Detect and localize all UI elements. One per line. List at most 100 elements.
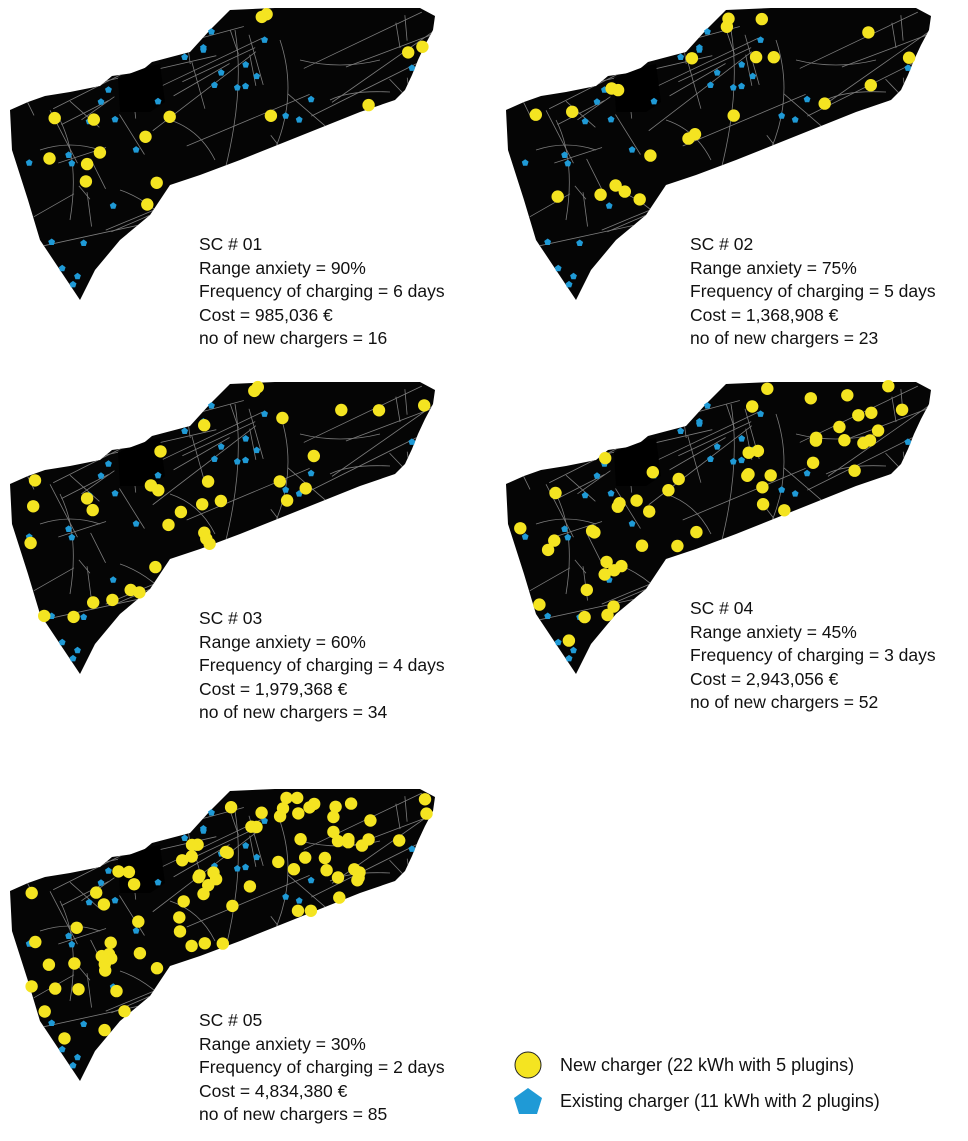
new-charger-marker — [105, 952, 118, 965]
road — [537, 597, 639, 621]
road — [799, 11, 918, 69]
road — [39, 518, 101, 525]
existing-charger-marker — [707, 81, 714, 88]
road — [244, 547, 339, 608]
road — [331, 385, 435, 477]
new-charger-marker — [418, 399, 431, 412]
existing-charger-marker — [25, 159, 33, 166]
existing-charger-marker — [74, 272, 81, 280]
road — [33, 193, 75, 218]
new-charger-marker — [273, 810, 287, 823]
existing-charger-marker — [307, 469, 315, 477]
existing-charger-marker — [132, 927, 140, 934]
existing-charger-marker — [696, 420, 703, 427]
road — [39, 925, 101, 932]
new-charger-marker — [255, 806, 268, 819]
new-charger-marker — [746, 400, 759, 413]
road — [753, 167, 842, 211]
new-charger-marker — [122, 865, 136, 879]
new-charger-marker — [344, 797, 358, 810]
road — [891, 396, 897, 423]
new-charger-marker — [852, 409, 865, 422]
road — [25, 391, 61, 428]
new-charger-marker — [548, 534, 561, 547]
existing-charger-marker — [69, 1061, 77, 1069]
new-charger-icon — [514, 1051, 542, 1079]
road — [841, 22, 931, 68]
road — [287, 93, 327, 127]
road — [303, 11, 422, 69]
existing-charger-marker — [749, 72, 757, 80]
road — [127, 1016, 142, 1075]
road — [350, 494, 385, 530]
existing-charger-marker — [628, 146, 636, 153]
road — [669, 63, 726, 97]
new-charger-marker — [742, 446, 755, 459]
road — [873, 159, 904, 205]
new-charger-marker — [778, 504, 791, 517]
road — [395, 22, 401, 49]
new-charger-marker — [287, 863, 301, 876]
new-charger-marker — [393, 834, 406, 847]
road — [687, 61, 702, 109]
existing-charger-marker — [704, 28, 711, 35]
road — [783, 467, 823, 501]
legend-new-charger-label: New charger (22 kWh with 5 plugins) — [560, 1054, 855, 1075]
new-charger-marker — [416, 40, 429, 53]
new-charger-marker — [643, 505, 656, 518]
existing-charger-marker — [253, 446, 261, 454]
new-charger-marker — [202, 879, 215, 892]
existing-charger-marker — [97, 879, 105, 886]
new-charger-marker — [756, 481, 769, 494]
road — [377, 159, 408, 205]
road — [873, 533, 904, 579]
road — [682, 468, 806, 521]
road — [395, 396, 401, 423]
road — [404, 389, 408, 415]
new-charger-marker — [841, 389, 854, 402]
existing-charger-marker — [69, 280, 77, 288]
new-charger-marker — [865, 406, 878, 419]
scenario-panel-1: SC # 01 Range anxiety = 90% Frequency of… — [0, 0, 470, 360]
road — [148, 818, 263, 874]
road — [220, 582, 241, 610]
new-charger-marker — [224, 801, 238, 814]
new-charger-marker — [29, 935, 42, 949]
new-charger-marker — [58, 1032, 71, 1045]
new-charger-marker — [862, 26, 875, 39]
road — [395, 803, 401, 830]
scenario-id: SC # 04 — [690, 598, 754, 618]
road — [644, 37, 759, 93]
new-charger-marker — [280, 494, 294, 507]
road — [582, 192, 588, 227]
district-map-1 — [10, 8, 435, 300]
road — [69, 881, 100, 909]
road — [186, 875, 310, 928]
existing-charger-marker — [904, 64, 912, 71]
road — [25, 798, 61, 835]
new-charger-marker — [690, 525, 703, 539]
scenario-caption-4: SC # 04 Range anxiety = 45% Frequency of… — [690, 597, 936, 715]
existing-charger-marker — [58, 638, 66, 646]
existing-charger-marker — [217, 69, 225, 76]
road — [554, 521, 603, 538]
road — [535, 518, 597, 525]
existing-charger-marker — [778, 112, 786, 119]
new-charger-marker — [150, 176, 163, 189]
new-charger-marker — [751, 444, 765, 458]
road — [345, 161, 372, 184]
road — [17, 271, 40, 300]
new-charger-marker — [580, 583, 593, 597]
new-charger-marker — [355, 839, 369, 852]
existing-charger-marker — [581, 491, 589, 499]
existing-charger-marker — [521, 533, 529, 540]
road — [740, 173, 835, 234]
new-charger-marker — [280, 791, 293, 805]
road — [173, 63, 230, 97]
road — [182, 421, 256, 457]
road — [792, 179, 871, 224]
new-charger-marker — [662, 484, 675, 497]
road — [902, 451, 911, 504]
road — [521, 473, 531, 490]
new-charger-marker — [95, 949, 109, 963]
